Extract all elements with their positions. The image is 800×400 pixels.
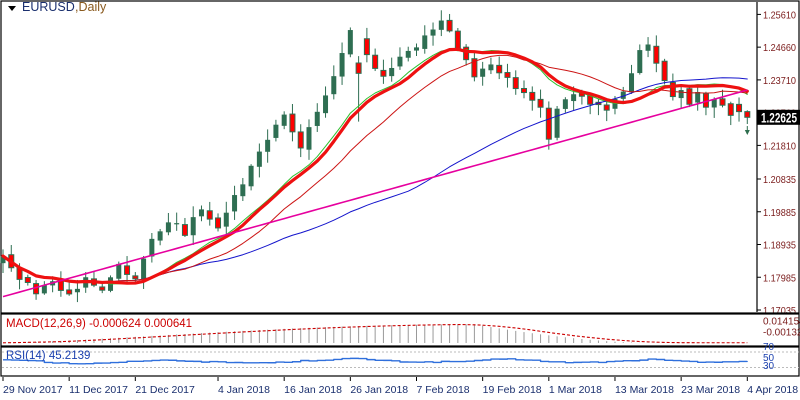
svg-text:1.23710: 1.23710 [763,76,796,87]
svg-text:70: 70 [763,342,775,353]
svg-text:30: 30 [763,361,775,372]
svg-text:1 Mar 2018: 1 Mar 2018 [549,384,602,396]
svg-text:26 Jan 2018: 26 Jan 2018 [350,384,408,396]
svg-text:MACD(12,26,9) -0.000624 0.0006: MACD(12,26,9) -0.000624 0.000641 [6,318,192,330]
svg-text:1.22625: 1.22625 [761,110,797,125]
svg-text:1.19885: 1.19885 [763,208,796,219]
svg-text:1.20835: 1.20835 [763,175,796,186]
svg-text:23 Mar 2018: 23 Mar 2018 [681,384,740,396]
svg-text:EURUSD: EURUSD [22,0,75,14]
svg-text:1.17035: 1.17035 [763,306,796,317]
svg-text:1.21810: 1.21810 [763,141,796,152]
svg-text:7 Feb 2018: 7 Feb 2018 [417,384,470,396]
svg-text:16 Jan 2018: 16 Jan 2018 [284,384,342,396]
svg-text:21 Dec 2017: 21 Dec 2017 [135,384,195,396]
svg-text:4 Jan 2018: 4 Jan 2018 [218,384,270,396]
svg-text:0.014154: 0.014154 [763,317,800,328]
svg-text:1.18935: 1.18935 [763,241,796,252]
svg-text:-0.001328: -0.001328 [763,328,800,339]
svg-text:4 Apr 2018: 4 Apr 2018 [747,384,798,396]
svg-text:,Daily: ,Daily [75,0,107,14]
svg-text:11 Dec 2017: 11 Dec 2017 [69,384,128,396]
svg-text:1.17985: 1.17985 [763,273,796,284]
svg-text:19 Feb 2018: 19 Feb 2018 [483,384,542,396]
svg-text:29 Nov 2017: 29 Nov 2017 [3,384,63,396]
svg-text:RSI(14) 45.2139: RSI(14) 45.2139 [6,350,90,362]
svg-text:13 Mar 2018: 13 Mar 2018 [615,384,674,396]
svg-text:1.25610: 1.25610 [763,10,796,21]
svg-text:1.24660: 1.24660 [763,43,796,54]
